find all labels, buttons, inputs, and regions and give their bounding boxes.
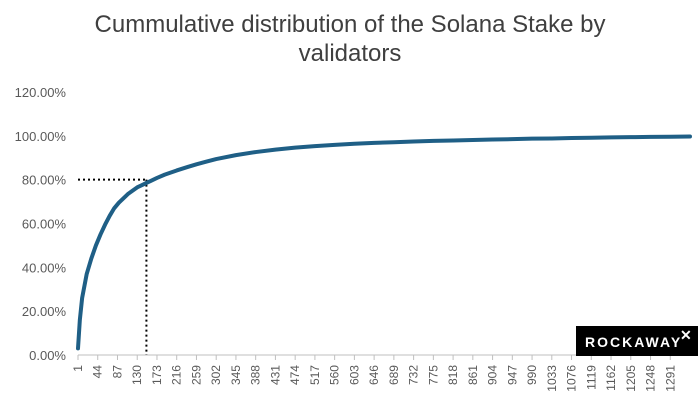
chart-title-line-1: Cummulative distribution of the Solana S…	[94, 11, 606, 38]
x-tick-label: 1033	[545, 365, 559, 392]
x-tick-label: 130	[130, 365, 144, 385]
y-tick-label: 0.00%	[29, 348, 66, 363]
rockaway-logo: ROCKAWAY ✕	[576, 326, 698, 356]
x-tick-label: 1076	[565, 365, 579, 392]
x-tick-label: 1119	[584, 365, 598, 390]
y-tick-label: 40.00%	[22, 260, 67, 275]
y-tick-label: 80.00%	[22, 173, 67, 188]
logo-text: ROCKAWAY	[585, 334, 682, 350]
y-tick-label: 120.00%	[15, 85, 67, 100]
x-tick-label: 646	[367, 365, 381, 385]
x-tick-label: 560	[328, 365, 342, 385]
x-tick-label: 474	[288, 365, 302, 385]
x-tick-label: 1205	[624, 365, 638, 392]
logo-x-mark-icon: ✕	[680, 327, 694, 343]
logo-background	[576, 326, 698, 356]
x-tick-label: 990	[525, 365, 539, 385]
x-tick-label: 947	[505, 365, 519, 385]
y-axis-labels: 0.00% 20.00% 40.00% 60.00% 80.00% 100.00% 120.…	[15, 85, 67, 363]
x-tick-label: 689	[387, 365, 401, 385]
x-tick-label: 1291	[663, 365, 677, 392]
chart-title-line-2: validators	[298, 40, 402, 67]
y-tick-label: 100.00%	[15, 129, 67, 144]
x-tick-label: 775	[426, 365, 440, 385]
x-tick-label: 904	[486, 365, 500, 385]
x-tick-label: 818	[446, 365, 460, 385]
y-tick-label: 20.00%	[22, 304, 67, 319]
y-tick-label: 60.00%	[22, 217, 67, 232]
x-tick-label: 431	[268, 365, 282, 385]
x-tick-label: 173	[150, 365, 164, 385]
x-tick-label: 44	[91, 365, 105, 379]
x-tick-label: 732	[407, 365, 421, 385]
x-tick-label: 216	[170, 365, 184, 385]
chart-title: Cummulative distribution of the Solana S…	[0, 10, 700, 68]
series-line	[76, 134, 692, 351]
x-tick-label: 345	[229, 365, 243, 385]
x-tick-label: 87	[110, 365, 124, 379]
x-tick-label: 517	[308, 365, 322, 385]
x-tick-label: 259	[189, 365, 203, 385]
x-tick-label: 1	[71, 365, 85, 372]
x-axis-labels: 1 44 87 130 173 216 259 302 345 388 431 474 517 560 60…	[71, 365, 677, 392]
annotation-guides	[78, 178, 148, 355]
x-tick-label: 388	[249, 365, 263, 385]
x-tick-label: 1162	[604, 365, 618, 391]
x-tick-label: 861	[466, 365, 480, 385]
x-tick-label: 1248	[644, 365, 658, 392]
x-tick-label: 603	[347, 365, 361, 385]
x-axis-ticks	[77, 355, 671, 360]
x-tick-label: 302	[209, 365, 223, 385]
